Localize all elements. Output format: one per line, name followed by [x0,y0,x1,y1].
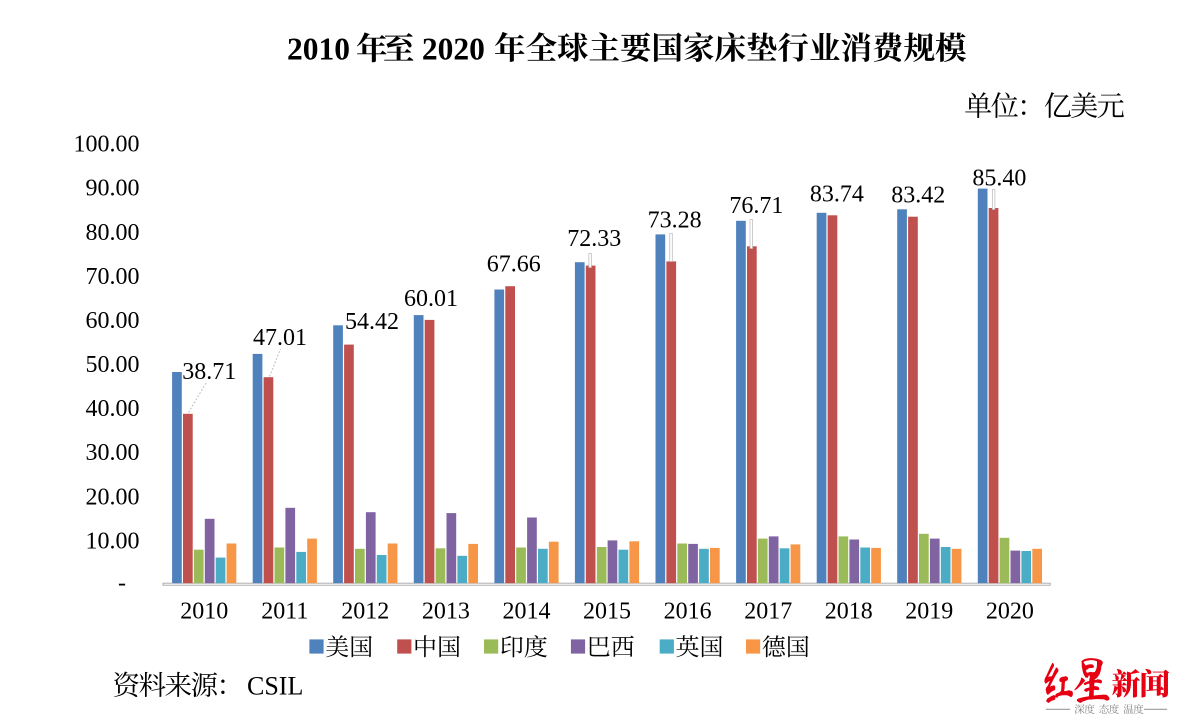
svg-text:73.28: 73.28 [648,208,702,234]
svg-text:2020: 2020 [986,598,1034,624]
svg-text:2019: 2019 [905,598,953,624]
svg-text:2011: 2011 [261,598,308,624]
svg-text:100.00: 100.00 [74,132,140,158]
svg-text:47.01: 47.01 [253,325,307,351]
svg-text:2012: 2012 [341,598,389,624]
svg-text:72.33: 72.33 [567,226,621,252]
svg-text:10.00: 10.00 [86,528,140,554]
svg-text:80.00: 80.00 [86,220,140,246]
svg-text:2016: 2016 [664,598,712,624]
svg-text:67.66: 67.66 [487,252,541,278]
svg-text:2013: 2013 [422,598,470,624]
svg-text:2014: 2014 [503,598,551,624]
svg-text:85.40: 85.40 [972,165,1026,191]
svg-text:2015: 2015 [583,598,631,624]
svg-text:83.74: 83.74 [810,181,864,207]
svg-text:38.71: 38.71 [182,359,236,385]
svg-text:30.00: 30.00 [86,440,140,466]
svg-text:2018: 2018 [825,598,873,624]
svg-text:60.01: 60.01 [404,286,458,312]
svg-text:83.42: 83.42 [891,183,945,209]
svg-text:2020: 2020 [422,32,485,67]
svg-text:70.00: 70.00 [86,264,140,290]
svg-text:2010: 2010 [287,32,350,67]
svg-text:76.71: 76.71 [729,193,783,219]
svg-text:50.00: 50.00 [86,352,140,378]
svg-text:40.00: 40.00 [86,396,140,422]
svg-text:2017: 2017 [744,598,792,624]
svg-text:90.00: 90.00 [86,176,140,202]
svg-text:54.42: 54.42 [345,309,399,335]
svg-text:20.00: 20.00 [86,484,140,510]
svg-text:-: - [118,571,126,597]
svg-text:CSIL: CSIL [247,672,303,701]
svg-text:2010: 2010 [180,598,228,624]
svg-text:60.00: 60.00 [86,308,140,334]
